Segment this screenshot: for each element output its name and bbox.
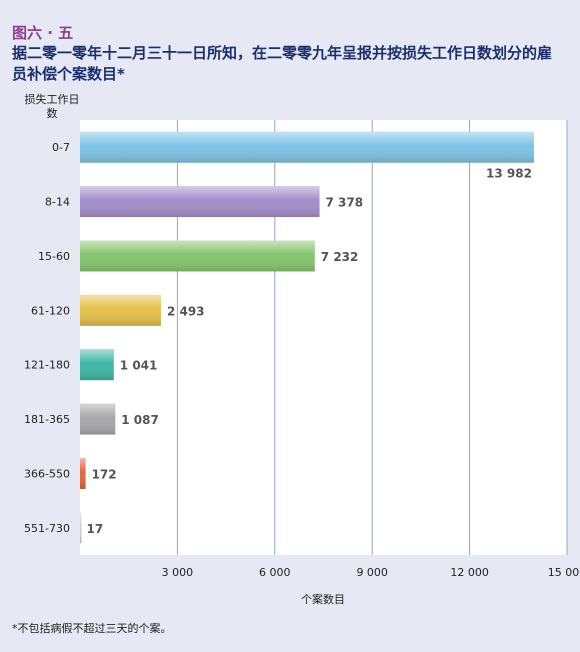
y-axis-label: 损失工作日数	[24, 93, 80, 120]
x-tick-label: 6 000	[259, 566, 291, 579]
category-label: 366-550	[24, 467, 70, 480]
bar-shading	[80, 403, 116, 435]
x-tick-label: 15 000	[548, 566, 580, 579]
category-label: 61-120	[31, 304, 70, 317]
x-tick-label: 3 000	[162, 566, 194, 579]
footnote: *不包括病假不超过三天的个案。	[12, 622, 172, 635]
bar-shading	[80, 186, 320, 218]
value-label: 7 232	[321, 250, 359, 264]
bar-shading	[80, 240, 315, 272]
x-axis-label: 个案数目	[301, 592, 345, 606]
bar-shading	[80, 512, 82, 544]
figure-label: 图六 · 五	[12, 24, 74, 42]
bar-shading	[80, 457, 86, 489]
value-label: 172	[92, 467, 117, 481]
x-tick-label: 9 000	[356, 566, 388, 579]
value-label: 7 378	[326, 196, 364, 210]
bar-shading	[80, 294, 161, 326]
category-label: 8-14	[45, 196, 70, 209]
x-tick-label: 12 000	[450, 566, 489, 579]
value-label: 17	[87, 522, 104, 536]
bar-shading	[80, 349, 114, 381]
category-label: 181-365	[24, 413, 70, 426]
value-label: 2 493	[167, 304, 205, 318]
category-label: 15-60	[38, 250, 70, 263]
category-label: 121-180	[24, 359, 70, 372]
category-label: 551-730	[24, 522, 70, 535]
category-label: 0-7	[52, 141, 70, 154]
bar-shading	[80, 131, 534, 163]
chart-title: 据二零一零年十二月三十一日所知，在二零零九年呈报并按损失工作日数划分的雇员补偿个…	[12, 44, 553, 83]
value-label: 1 041	[120, 359, 158, 373]
value-label: 1 087	[121, 413, 159, 427]
value-label: 13 982	[486, 167, 532, 181]
